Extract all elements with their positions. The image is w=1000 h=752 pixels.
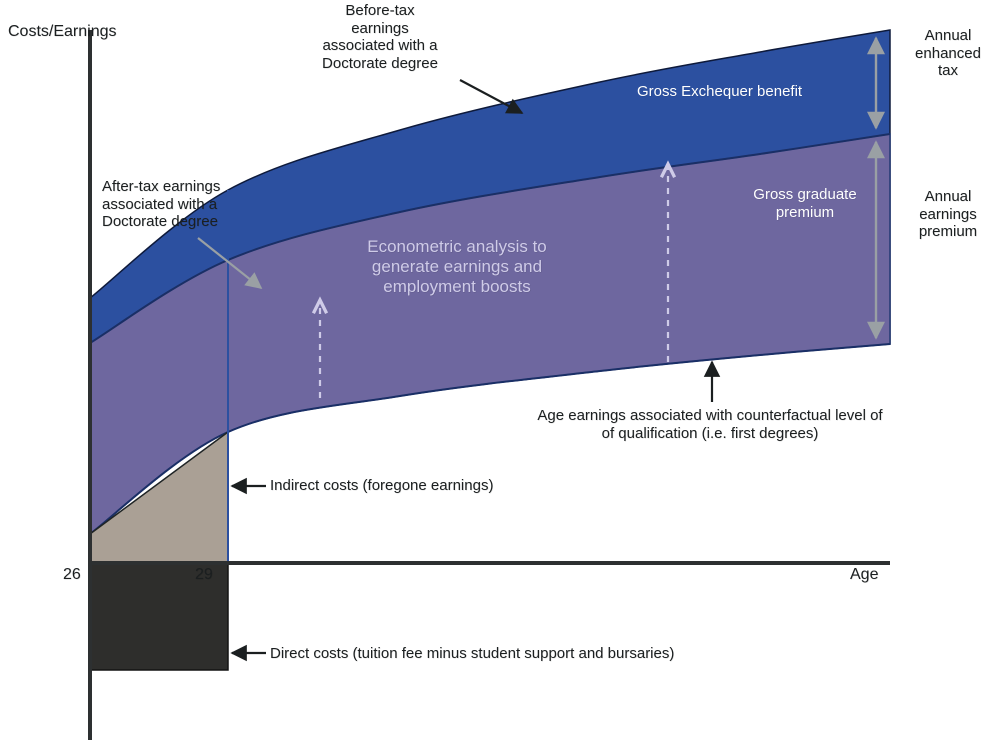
label-after_tax: After-tax earningsassociated with aDocto… (102, 178, 272, 231)
label-counterfactual: Age earnings associated with counterfact… (500, 407, 920, 442)
label-gross_exch: Gross Exchequer benefit (637, 83, 802, 101)
label-direct: Direct costs (tuition fee minus student … (270, 645, 674, 663)
label-indirect: Indirect costs (foregone earnings) (270, 477, 493, 495)
label-tick26: 26 (63, 566, 81, 585)
label-gross_grad: Gross graduatepremium (730, 186, 880, 221)
label-x_axis: Age (850, 566, 878, 585)
label-tick29: 29 (195, 566, 213, 585)
label-before_tax: Before-taxearningsassociated with aDocto… (290, 2, 470, 73)
label-annual_prem: Annualearningspremium (903, 188, 993, 241)
label-econometric: Econometric analysis togenerate earnings… (327, 237, 587, 297)
label-y_axis: Costs/Earnings (8, 23, 117, 42)
label-annual_tax: Annualenhancedtax (903, 27, 993, 80)
